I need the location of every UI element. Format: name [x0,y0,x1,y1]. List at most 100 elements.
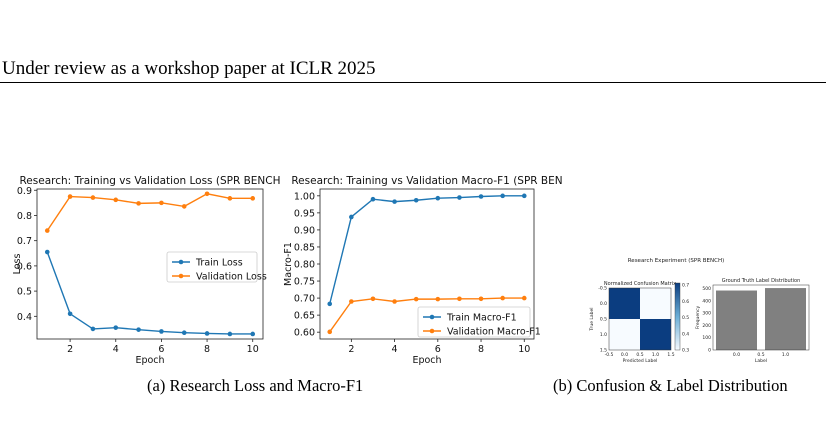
cm-xtick-label: -0.5 [605,352,614,358]
f1-data-point [457,296,462,302]
dist-xlabel: Label [755,358,767,364]
loss-xtick-label: 10 [247,344,259,355]
cm-ytick-label: 0.5 [600,317,607,323]
f1-data-point [370,296,376,302]
loss-title: Research: Training vs Validation Loss (S… [19,175,280,187]
cm-xtick-label: 1.0 [652,352,659,358]
header-rule [0,82,826,83]
loss-legend-box [166,251,258,283]
cm-colorbar-tick: 0.4 [682,331,689,337]
cm-ytick-label: 1.0 [600,332,607,338]
dist-bar [765,288,806,350]
f1-xtick-label: 6 [435,344,441,355]
loss-series-line-0 [46,251,253,335]
loss-data-point [136,201,141,206]
dist-ytick-label: 200 [702,323,711,329]
f1-data-point [327,329,333,335]
cm-title: Normalized Confusion Matrix [604,281,676,287]
loss-data-point [44,249,50,255]
f1-ytick-label: 1.00 [294,191,315,202]
f1-ylabel: Macro-F1 [283,242,294,286]
f1-legend-label: Train Macro-F1 [446,313,517,324]
f1-data-point [327,301,333,307]
dist-title: Ground Truth Label Distribution [722,278,801,284]
loss-legend-label: Validation Loss [196,272,267,283]
cm-xlabel: Predicted Label [623,358,658,364]
f1-ytick-label: 0.60 [294,328,315,339]
cm-cell [640,319,671,350]
loss-xlabel: Epoch [135,355,164,366]
loss-ylabel: Loss [12,254,23,275]
f1-xtick-label: 4 [392,344,398,355]
f1-ytick-label: 0.65 [294,311,315,322]
cm-xtick-label: 0.5 [636,352,643,358]
f1-series-line-1 [329,297,525,333]
loss-data-point [90,195,96,200]
loss-data-point [136,327,141,332]
cm-colorbar-tick: 0.7 [682,283,689,289]
f1-xtick-label: 8 [478,344,484,355]
f1-data-point [349,299,354,304]
f1-legend-box [417,306,531,338]
f1-data-point [521,295,527,301]
loss-xtick-label: 8 [204,344,210,355]
loss-data-point [90,326,96,332]
f1-xtick-label: 2 [348,344,354,355]
dist-bar [716,290,757,350]
f1-data-point [500,193,505,199]
dist-frame [712,284,810,351]
loss-data-point [227,196,233,201]
loss-data-point [67,311,73,317]
suptitle: Research Experiment (SPR BENCH) [628,258,725,264]
f1-ytick-label: 0.90 [294,225,315,236]
f1-data-point [435,296,441,302]
loss-ytick-label: 0.9 [17,186,32,197]
cm-xtick-label: 0.0 [621,352,628,358]
f1-legend-marker [429,314,435,320]
f1-data-point [370,196,376,202]
cm-xtick-label: 1.5 [667,352,674,358]
dist-xtick-label: 0.0 [733,352,740,358]
f1-data-point [349,214,354,220]
f1-ytick-label: 0.70 [294,294,315,305]
cm-cell [609,288,640,319]
f1-ytick-label: 0.75 [294,277,315,288]
loss-ytick-label: 0.8 [17,211,32,222]
loss-data-point [250,331,256,337]
f1-data-point [478,296,484,302]
loss-xtick-label: 4 [113,344,119,355]
loss-xtick-label: 6 [158,344,164,355]
loss-data-point [204,331,210,336]
cm-colorbar [674,282,681,351]
loss-data-point [227,331,233,337]
loss-ytick-label: 0.6 [17,261,32,272]
dist-ytick-label: 300 [702,311,711,317]
f1-data-point [392,199,397,204]
cm-colorbar-tick: 0.3 [682,348,689,354]
f1-data-point [478,194,484,199]
loss-series-line-1 [46,193,253,231]
cm-ylabel: True Label [589,307,595,331]
f1-data-point [500,295,505,301]
loss-legend-marker [178,259,184,265]
f1-series-line-0 [329,195,525,305]
f1-xlabel: Epoch [412,355,441,366]
f1-ytick-label: 0.95 [294,208,315,219]
loss-ytick-label: 0.4 [17,312,32,323]
loss-data-point [250,196,256,201]
loss-data-point [204,191,210,197]
loss-data-point [181,330,187,335]
loss-data-point [181,204,187,209]
f1-xtick-label: 10 [518,344,530,355]
loss-xtick-label: 2 [67,344,73,355]
loss-data-point [159,329,164,334]
loss-data-point [113,325,119,330]
f1-data-point [457,195,462,200]
f1-data-point [435,195,441,201]
cm-frame [608,287,672,351]
cm-ytick-label: 0.0 [600,301,607,307]
f1-data-point [413,296,419,302]
loss-ytick-label: 0.5 [17,287,32,298]
f1-data-point [521,193,527,199]
f1-data-point [392,299,397,304]
